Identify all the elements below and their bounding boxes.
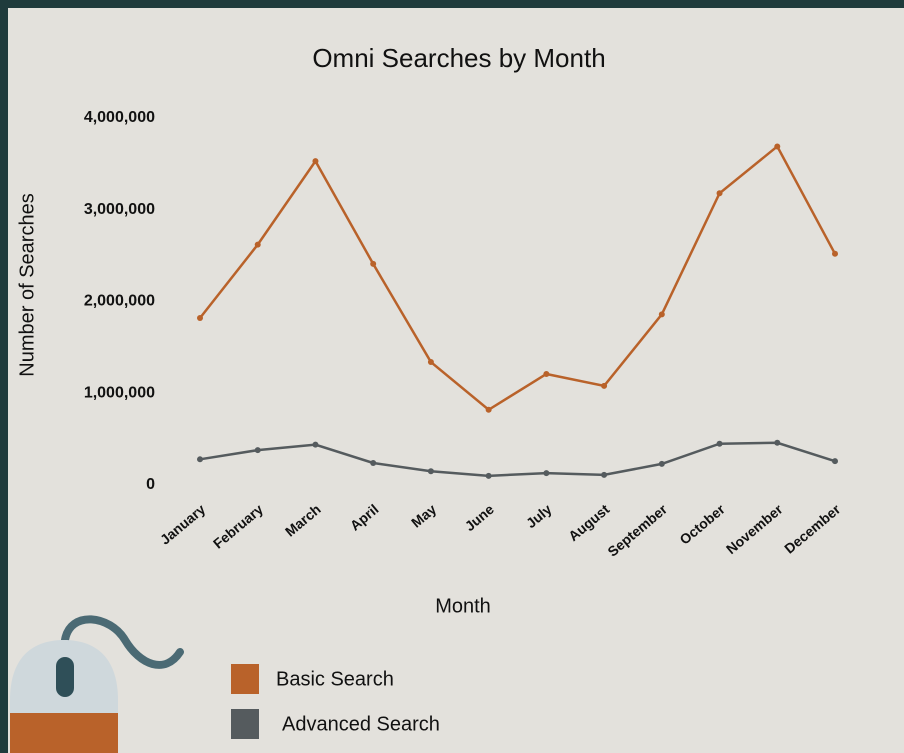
data-point [486,407,492,413]
y-tick-label: 3,000,000 [84,201,155,218]
data-point [255,242,261,248]
data-point [312,442,318,448]
data-point [543,371,549,377]
data-point [312,158,318,164]
y-tick-label: 2,000,000 [84,293,155,310]
page: Omni Searches by Month Number of Searche… [0,0,904,753]
data-point [370,261,376,267]
y-tick-label: 0 [146,476,155,493]
data-point [659,311,665,317]
data-point [197,315,203,321]
data-point [486,473,492,479]
y-tick-label: 4,000,000 [84,109,155,126]
data-point [543,470,549,476]
data-point [601,383,607,389]
legend-label: Advanced Search [282,713,440,735]
chart-title: Omni Searches by Month [312,43,605,73]
legend-swatch [231,664,259,694]
data-point [832,458,838,464]
data-point [832,251,838,257]
legend-label: Basic Search [276,668,394,690]
y-tick-label: 1,000,000 [84,384,155,401]
data-point [601,472,607,478]
data-point [255,447,261,453]
data-point [197,456,203,462]
data-point [717,441,723,447]
data-point [428,359,434,365]
data-point [659,461,665,467]
data-point [717,190,723,196]
data-point [428,468,434,474]
data-point [370,460,376,466]
legend-swatch [231,709,259,739]
data-point [774,440,780,446]
data-point [774,143,780,149]
x-axis-label: Month [435,595,491,617]
y-axis-label: Number of Searches [16,193,38,376]
